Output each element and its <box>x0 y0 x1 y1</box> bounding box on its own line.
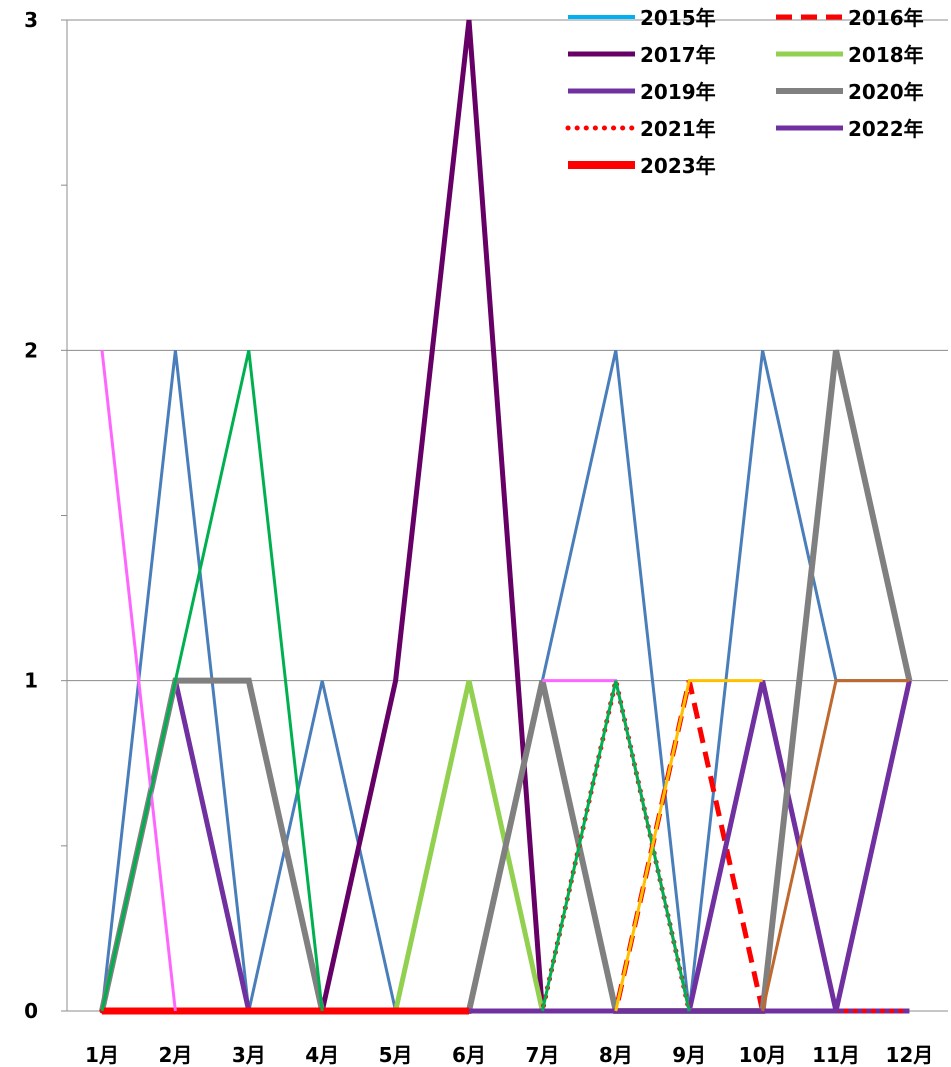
legend-item: 2016年 <box>776 6 924 30</box>
x-tick-label: 10月 <box>739 1043 787 1067</box>
series-line <box>761 679 910 1012</box>
legend-label: 2019年 <box>640 80 716 104</box>
legend-label: 2021年 <box>640 117 716 141</box>
legend-item: 2017年 <box>568 43 716 67</box>
x-tick-label: 9月 <box>672 1043 706 1067</box>
x-tick-label: 11月 <box>812 1043 860 1067</box>
x-tick-label: 8月 <box>599 1043 633 1067</box>
x-tick-label: 7月 <box>525 1043 559 1067</box>
y-tick-label: 2 <box>24 338 38 362</box>
series-2020年 <box>99 349 913 1014</box>
x-tick-label: 4月 <box>305 1043 339 1067</box>
y-tick-label: 3 <box>24 8 38 32</box>
gridlines <box>67 19 948 682</box>
legend-label: 2020年 <box>848 80 924 104</box>
y-tick-label: 1 <box>24 669 38 693</box>
legend-label: 2018年 <box>848 43 924 67</box>
legend-label: 2017年 <box>640 43 716 67</box>
legend-label: 2016年 <box>848 6 924 30</box>
series-line <box>542 679 691 1012</box>
x-tick-label: 12月 <box>885 1043 933 1067</box>
legend: 2015年 2016年 2017年 2018年 2019年 2020年 2021年 2022年… <box>565 6 924 178</box>
series-unlabeled-12 <box>761 679 910 1012</box>
x-tick-label: 1月 <box>85 1043 119 1067</box>
legend-label: 2015年 <box>640 6 716 30</box>
x-tick-label: 6月 <box>452 1043 486 1067</box>
legend-item: 2020年 <box>776 80 924 104</box>
legend-label: 2022年 <box>848 117 924 141</box>
series-2017年 <box>102 19 910 1014</box>
series-unlabeled-11 <box>614 679 763 1012</box>
x-tick-label: 2月 <box>158 1043 192 1067</box>
y-tick-label: 0 <box>24 999 38 1023</box>
legend-item: 2022年 <box>776 117 924 141</box>
y-axis-tick-labels: 0 1 2 3 <box>24 8 38 1023</box>
series-line <box>102 19 910 1014</box>
series-line <box>100 350 324 1012</box>
legend-item: 2023年 <box>568 154 716 178</box>
x-tick-label: 3月 <box>232 1043 266 1067</box>
legend-item: 2019年 <box>568 80 716 104</box>
series-line <box>614 679 763 1012</box>
legend-item: 2015年 <box>568 6 716 30</box>
x-tick-label: 5月 <box>379 1043 413 1067</box>
series-unlabeled-10 <box>100 350 691 1012</box>
x-axis-tick-labels: 1月 2月 3月 4月 5月 6月 7月 8月 9月 10月 11月 12月 <box>85 1043 933 1067</box>
series-layer <box>99 19 913 1015</box>
series-line <box>100 350 177 1012</box>
series-line <box>540 680 691 1012</box>
legend-item: 2018年 <box>776 43 924 67</box>
legend-label: 2023年 <box>640 154 716 178</box>
legend-item: 2021年 <box>565 117 716 141</box>
series-line <box>99 349 913 1014</box>
